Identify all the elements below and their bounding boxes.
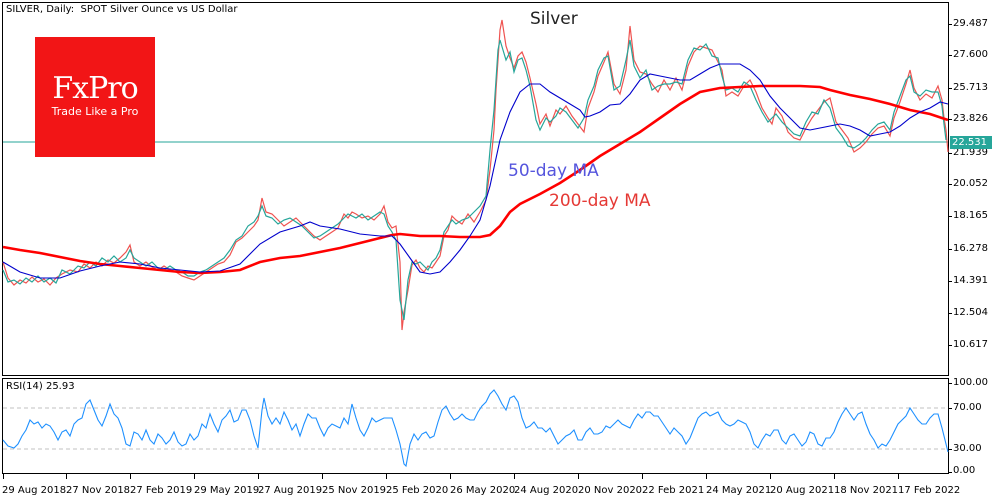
ma200-annotation: 200-day MA [549, 191, 651, 211]
date-label: 26 May 2020 [450, 485, 516, 496]
rsi-label: 0.00 [953, 465, 976, 476]
price-label: 14.391 [953, 275, 988, 286]
rsi-label: 100.00 [953, 377, 988, 388]
fxpro-logo: FxPro Trade Like a Pro [35, 37, 155, 157]
date-tick [3, 474, 4, 479]
price-tick [948, 249, 952, 250]
price-tick [948, 184, 952, 185]
price-label: 10.617 [953, 339, 988, 350]
rsi-title: RSI(14) 25.93 [6, 381, 75, 392]
date-tick [642, 474, 643, 479]
rsi-panel[interactable] [2, 378, 949, 474]
rsi-line [2, 389, 949, 468]
price-label: 25.713 [953, 82, 988, 93]
date-label: 25 Nov 2019 [322, 485, 387, 496]
price-tick [948, 281, 952, 282]
date-label: 17 Feb 2022 [898, 485, 961, 496]
date-tick [194, 474, 195, 479]
date-tick [578, 474, 579, 479]
price-label: 21.939 [953, 147, 988, 158]
logo-tagline: Trade Like a Pro [51, 105, 139, 118]
ma50-line [2, 63, 949, 279]
date-label: 25 Feb 2020 [386, 485, 449, 496]
date-label: 29 Aug 2018 [2, 485, 67, 496]
rsi-label: 70.00 [953, 402, 982, 413]
date-tick [258, 474, 259, 479]
price-label: 18.165 [953, 210, 988, 221]
date-tick [514, 474, 515, 479]
rsi-tick [948, 408, 952, 409]
price-tick [948, 153, 952, 154]
date-tick [386, 474, 387, 479]
date-label: 27 Nov 2018 [66, 485, 131, 496]
price-chart-panel[interactable] [2, 2, 949, 376]
logo-brand: FxPro [52, 71, 138, 106]
price-label: 23.826 [953, 113, 988, 124]
date-tick [770, 474, 771, 479]
price-label: 12.504 [953, 307, 988, 318]
price-label: 16.278 [953, 243, 988, 254]
price-tick [948, 345, 952, 346]
price-tick [948, 88, 952, 89]
date-tick [450, 474, 451, 479]
date-label: 27 Feb 2019 [130, 485, 193, 496]
date-label: 27 Aug 2019 [258, 485, 323, 496]
current-price-badge: 22.531 [950, 136, 992, 149]
date-label: 18 Nov 2021 [834, 485, 899, 496]
ma200-line [2, 84, 949, 275]
date-label: 24 Aug 2020 [514, 485, 579, 496]
rsi-tick [948, 449, 952, 450]
price-label: 20.052 [953, 178, 988, 189]
rsi-label: 30.00 [953, 443, 982, 454]
silver-annotation: Silver [530, 9, 578, 29]
date-tick [130, 474, 131, 479]
rsi-tick [948, 472, 952, 473]
price-label: 27.600 [953, 49, 988, 60]
ma50-annotation: 50-day MA [508, 161, 599, 181]
price-tick [948, 119, 952, 120]
date-tick [706, 474, 707, 479]
price-tick [948, 313, 952, 314]
price-tick [948, 55, 952, 56]
date-label: 20 Aug 2021 [770, 485, 835, 496]
date-label: 24 May 2021 [706, 485, 772, 496]
price-tick [948, 216, 952, 217]
chart-title: SILVER, Daily: SPOT Silver Ounce vs US D… [6, 4, 238, 15]
date-tick [322, 474, 323, 479]
rsi-tick [948, 383, 952, 384]
price-tick [948, 24, 952, 25]
price-label: 29.487 [953, 18, 988, 29]
date-label: 29 May 2019 [194, 485, 260, 496]
date-tick [898, 474, 899, 479]
date-tick [834, 474, 835, 479]
date-tick [66, 474, 67, 479]
date-label: 20 Nov 2020 [578, 485, 643, 496]
date-label: 22 Feb 2021 [642, 485, 705, 496]
